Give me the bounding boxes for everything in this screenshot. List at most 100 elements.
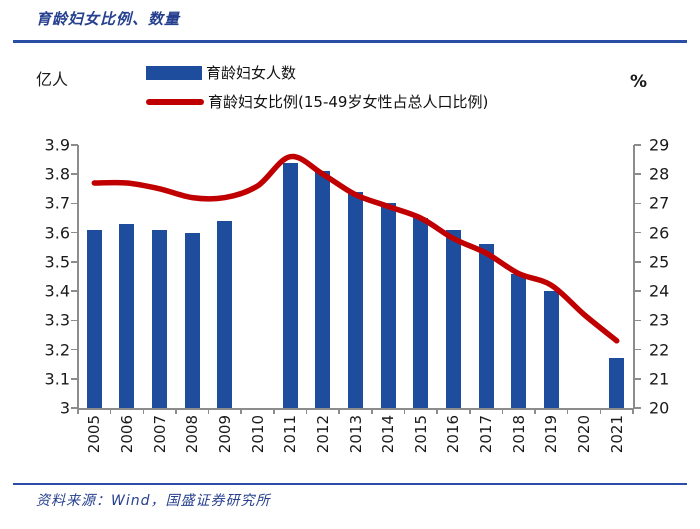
x-axis-tick: [77, 408, 79, 414]
left-axis-tick: [71, 378, 78, 380]
x-axis-label-2019: 2019: [542, 415, 561, 454]
left-axis-tick-label: 3.9: [44, 135, 70, 155]
left-axis-tick-label: 3.5: [44, 252, 70, 272]
bar-2017: [478, 244, 494, 408]
legend-item-bar: 育龄妇女人数: [146, 62, 296, 83]
right-axis-tick: [634, 407, 641, 409]
bar-2008: [184, 232, 200, 408]
x-axis-tick: [469, 408, 471, 414]
left-axis-tick: [71, 407, 78, 409]
x-axis-label-2010: 2010: [248, 415, 267, 454]
left-axis-tick-label: 3.6: [44, 223, 70, 243]
right-axis-tick-label: 29: [649, 135, 670, 155]
right-axis-tick: [634, 261, 641, 263]
legend-label: 育龄妇女比例(15-49岁女性占总人口比例): [208, 93, 489, 111]
right-axis-tick: [634, 378, 641, 380]
left-axis-tick-label: 3.8: [44, 164, 70, 184]
bar-2007: [152, 229, 168, 408]
left-axis-tick: [71, 319, 78, 322]
right-axis-tick-label: 26: [649, 223, 670, 243]
bar-2015: [413, 218, 429, 408]
x-axis-tick: [501, 408, 504, 414]
x-axis-tick: [338, 408, 340, 414]
x-axis-tick: [534, 408, 536, 414]
left-axis-tick-label: 3.7: [44, 193, 70, 213]
legend-line-swatch: [146, 98, 204, 105]
left-axis-tick: [71, 173, 78, 175]
left-axis-tick: [71, 348, 78, 351]
bar-2009: [217, 220, 233, 408]
x-axis-label-2020: 2020: [575, 415, 594, 454]
bar-2005: [86, 229, 102, 408]
x-axis-label-2007: 2007: [150, 415, 169, 454]
x-axis-label-2006: 2006: [117, 415, 136, 454]
legend-bar-swatch: [146, 65, 202, 80]
right-axis-line: [633, 145, 635, 409]
bar-2014: [380, 203, 396, 408]
right-axis-tick-label: 24: [649, 281, 670, 301]
left-axis-tick-label: 3.4: [44, 281, 70, 301]
right-axis-tick-label: 22: [649, 340, 670, 360]
x-axis-tick: [109, 408, 112, 414]
x-axis-label-2012: 2012: [313, 415, 332, 454]
right-axis-tick-label: 21: [649, 369, 670, 389]
x-axis-tick: [273, 408, 275, 414]
x-axis-tick: [403, 408, 406, 414]
x-axis-tick: [142, 408, 145, 414]
right-axis-tick: [634, 319, 641, 322]
left-axis-line: [77, 145, 79, 409]
bottom-axis-line: [77, 408, 634, 410]
x-axis-tick: [566, 408, 569, 414]
bar-2013: [348, 191, 363, 408]
right-axis-tick: [634, 231, 641, 234]
left-axis-tick-label: 3: [59, 398, 70, 418]
left-axis-tick-label: 3.2: [44, 340, 70, 360]
left-axis-tick-label: 3.1: [44, 369, 70, 389]
x-axis-label-2011: 2011: [281, 415, 300, 454]
bar-2006: [119, 223, 135, 408]
left-axis-tick: [71, 231, 78, 234]
source-attribution: 资料来源：Wind，国盛证券研究所: [36, 493, 271, 509]
left-axis-tick: [71, 290, 78, 292]
x-axis-tick: [175, 408, 177, 414]
footer-rule: [13, 483, 687, 485]
x-axis-label-2008: 2008: [183, 415, 202, 454]
x-axis-label-2021: 2021: [607, 415, 626, 454]
left-axis-unit-label: 亿人: [36, 70, 69, 89]
legend-label: 育龄妇女人数: [206, 64, 297, 82]
right-axis-tick-label: 20: [649, 398, 670, 418]
left-axis-tick-label: 3.3: [44, 310, 70, 330]
x-axis-label-2014: 2014: [379, 415, 398, 454]
x-axis-tick: [599, 408, 602, 414]
left-axis-tick: [71, 144, 78, 146]
bar-2011: [282, 162, 298, 408]
x-axis-label-2005: 2005: [85, 415, 104, 454]
right-axis-tick: [634, 202, 641, 205]
x-axis-tick: [436, 408, 438, 414]
x-axis-label-2016: 2016: [444, 415, 463, 454]
x-axis-tick: [371, 408, 373, 414]
x-axis-label-2015: 2015: [411, 415, 430, 454]
right-axis-tick-label: 28: [649, 164, 670, 184]
x-axis-tick: [240, 408, 242, 414]
right-axis-tick: [634, 348, 641, 351]
x-axis-tick: [207, 408, 210, 414]
right-axis-tick-label: 23: [649, 310, 670, 330]
right-axis-tick: [634, 290, 641, 292]
title-underline-rule: [13, 40, 687, 43]
x-axis-label-2017: 2017: [477, 415, 496, 454]
x-axis-label-2009: 2009: [215, 415, 234, 454]
bar-2021: [609, 358, 625, 408]
bar-2019: [543, 291, 559, 408]
right-axis-tick: [634, 144, 641, 146]
right-axis-tick: [634, 173, 641, 175]
bar-2016: [445, 229, 461, 408]
x-axis-label-2013: 2013: [346, 415, 365, 454]
x-axis-tick: [305, 408, 308, 414]
bar-2012: [315, 171, 331, 408]
x-axis-tick: [632, 408, 634, 414]
right-axis-unit-label: %: [630, 72, 648, 92]
right-axis-tick-label: 25: [649, 252, 670, 272]
